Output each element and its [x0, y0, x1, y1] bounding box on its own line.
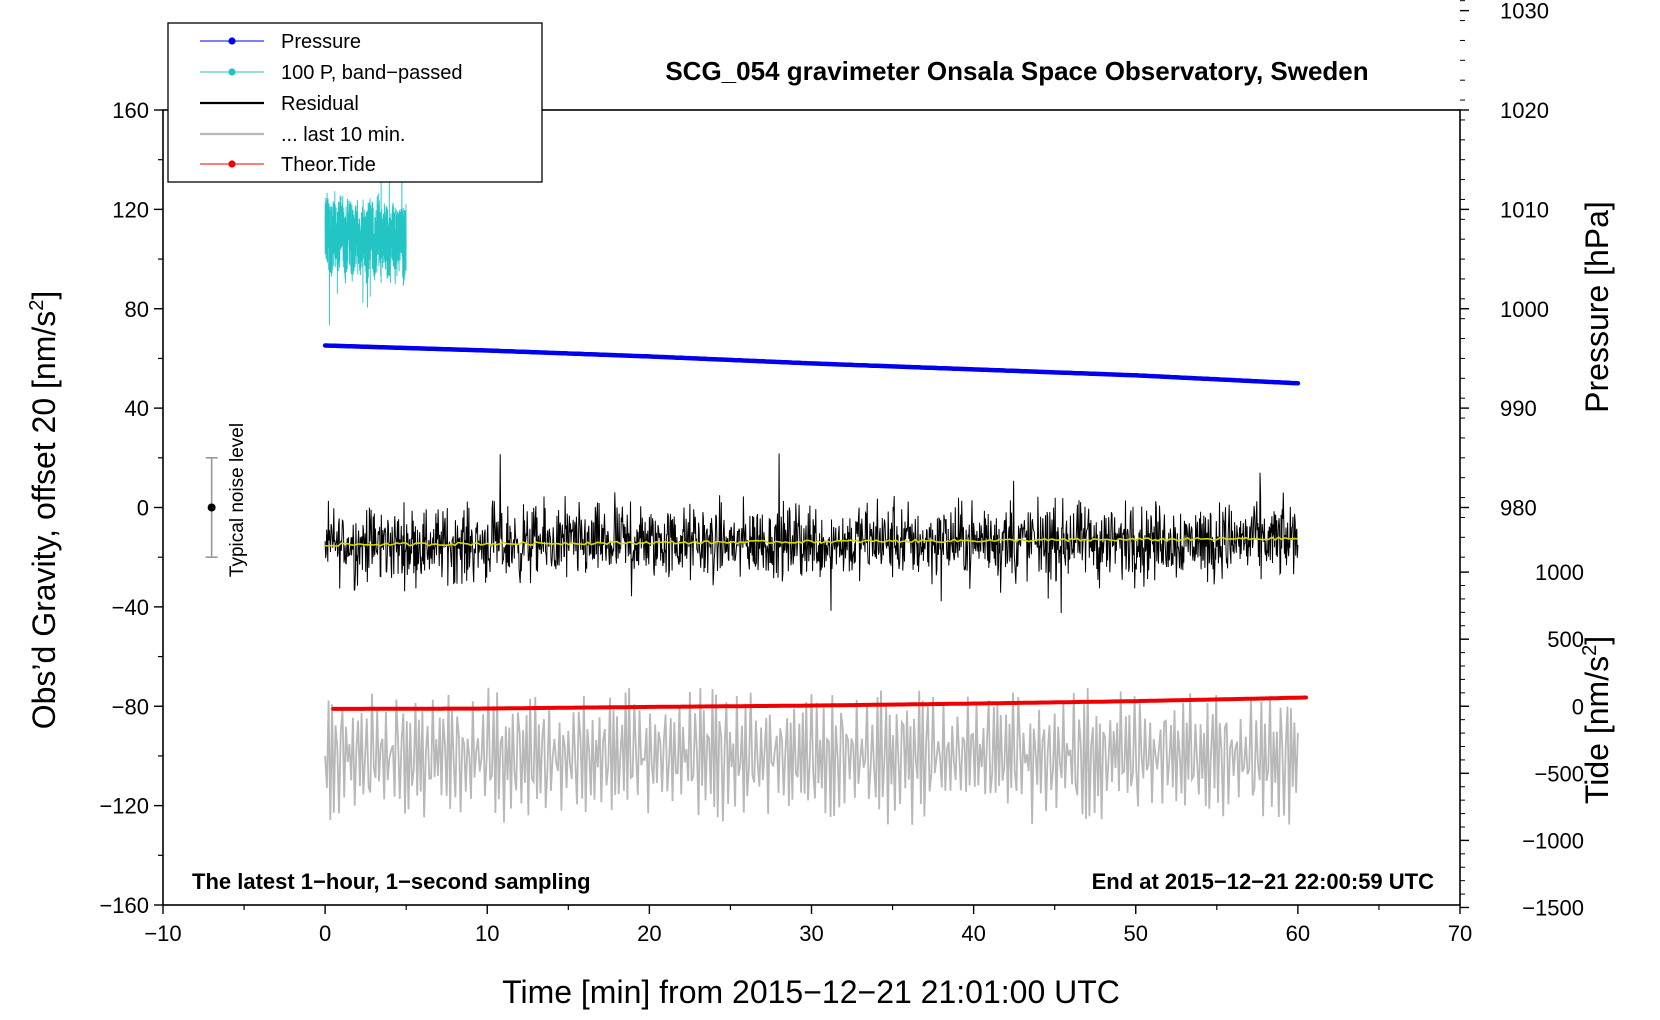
- pressure-tick-label: 1000: [1500, 297, 1549, 322]
- noise-center-dot: [207, 503, 216, 512]
- y-left-tick-label: −160: [99, 893, 149, 918]
- legend-label-pressure: Pressure: [281, 31, 361, 53]
- tide-tick-label: 500: [1547, 627, 1584, 652]
- chart-title: SCG_054 gravimeter Onsala Space Observat…: [665, 56, 1368, 86]
- pressure-tick-label: 1010: [1500, 197, 1549, 222]
- pressure-tick-label: 980: [1500, 496, 1537, 521]
- x-axis-title: Time [min] from 2015−12−21 21:01:00 UTC: [502, 974, 1120, 1010]
- tide-tick-label: −500: [1534, 761, 1584, 786]
- legend-label-residual: Residual: [281, 93, 359, 115]
- pressure-tick-label: 1020: [1500, 98, 1549, 123]
- tide-tick-label: −1000: [1522, 828, 1584, 853]
- y-left-tick-label: 0: [137, 496, 149, 521]
- legend: Pressure 100 P, band−passed Residual ...…: [167, 22, 543, 183]
- y-axis-tide-title-close: ]: [1579, 636, 1615, 645]
- x-tick-label: 10: [475, 921, 499, 946]
- x-axis: −10 0 10 20 30 40 50 60 70: [144, 905, 1472, 946]
- noise-indicator: [205, 457, 218, 558]
- legend-swatch-marker: [228, 68, 236, 76]
- y-axis-left-title-close: ]: [26, 291, 62, 300]
- y-axis-tide-title: Tide [nm/s2]: [1579, 636, 1615, 804]
- legend-swatch-marker: [228, 37, 236, 45]
- y-left-tick-label: 160: [112, 98, 149, 123]
- y-left-tick-label: 40: [125, 396, 149, 421]
- legend-label-theor-tide: Theor.Tide: [281, 154, 376, 176]
- y-left-tick-label: 80: [125, 297, 149, 322]
- y-axis-pressure-title: Pressure [hPa]: [1579, 201, 1615, 413]
- x-tick-label: 30: [799, 921, 823, 946]
- x-tick-label: 60: [1286, 921, 1310, 946]
- x-tick-label: 50: [1124, 921, 1148, 946]
- pressure-tick-label: 1030: [1500, 0, 1549, 24]
- series-band-passed: [324, 164, 407, 326]
- y-left-tick-label: −120: [99, 794, 149, 819]
- series-residual-mean: [325, 536, 1298, 547]
- noise-indicator-label: Typical noise level: [227, 423, 248, 577]
- x-tick-label: −10: [144, 921, 181, 946]
- legend-swatch-marker: [228, 160, 236, 168]
- series-layer: [322, 164, 1308, 825]
- y-left-tick-label: −80: [112, 694, 149, 719]
- y-axis-left: 160 120 80 40 0 −40 −80 −120 −160: [99, 98, 163, 918]
- x-tick-label: 40: [961, 921, 985, 946]
- annotation-bottom-left: The latest 1−hour, 1−second sampling: [192, 869, 591, 894]
- legend-label-band-passed: 100 P, band−passed: [281, 62, 462, 84]
- y-axis-left-title-sup: 2: [26, 300, 48, 311]
- y-axis-left-title-main: Obs’d Gravity, offset 20 [nm/s: [26, 311, 62, 730]
- series-pressure: [322, 343, 1301, 386]
- legend-swatches: [200, 37, 264, 168]
- tide-tick-label: 1000: [1535, 560, 1584, 585]
- x-tick-label: 20: [637, 921, 661, 946]
- x-tick-label: 70: [1448, 921, 1472, 946]
- y-axis-tide-title-sup: 2: [1579, 645, 1601, 656]
- y-left-tick-label: 120: [112, 197, 149, 222]
- tide-tick-label: 0: [1572, 694, 1584, 719]
- y-left-tick-label: −40: [112, 595, 149, 620]
- pressure-tick-label: 990: [1500, 396, 1537, 421]
- y-axis-left-title: Obs’d Gravity, offset 20 [nm/s2]: [26, 291, 62, 730]
- annotation-bottom-right: End at 2015−12−21 22:00:59 UTC: [1092, 869, 1435, 894]
- y-axis-tide-title-main: Tide [nm/s: [1579, 656, 1615, 804]
- y-axis-pressure: 1030 1020 1010 1000 990 980: [1460, 0, 1549, 558]
- y-axis-tide: 1000 500 0 −500 −1000 −1500: [1460, 560, 1584, 920]
- tide-tick-label: −1500: [1522, 895, 1584, 920]
- series-theor-tide: [331, 695, 1308, 711]
- series-last-10-min: [324, 687, 1299, 825]
- series-residual: [324, 453, 1299, 614]
- legend-label-last-10-min: ... last 10 min.: [281, 124, 406, 146]
- x-tick-label: 0: [319, 921, 331, 946]
